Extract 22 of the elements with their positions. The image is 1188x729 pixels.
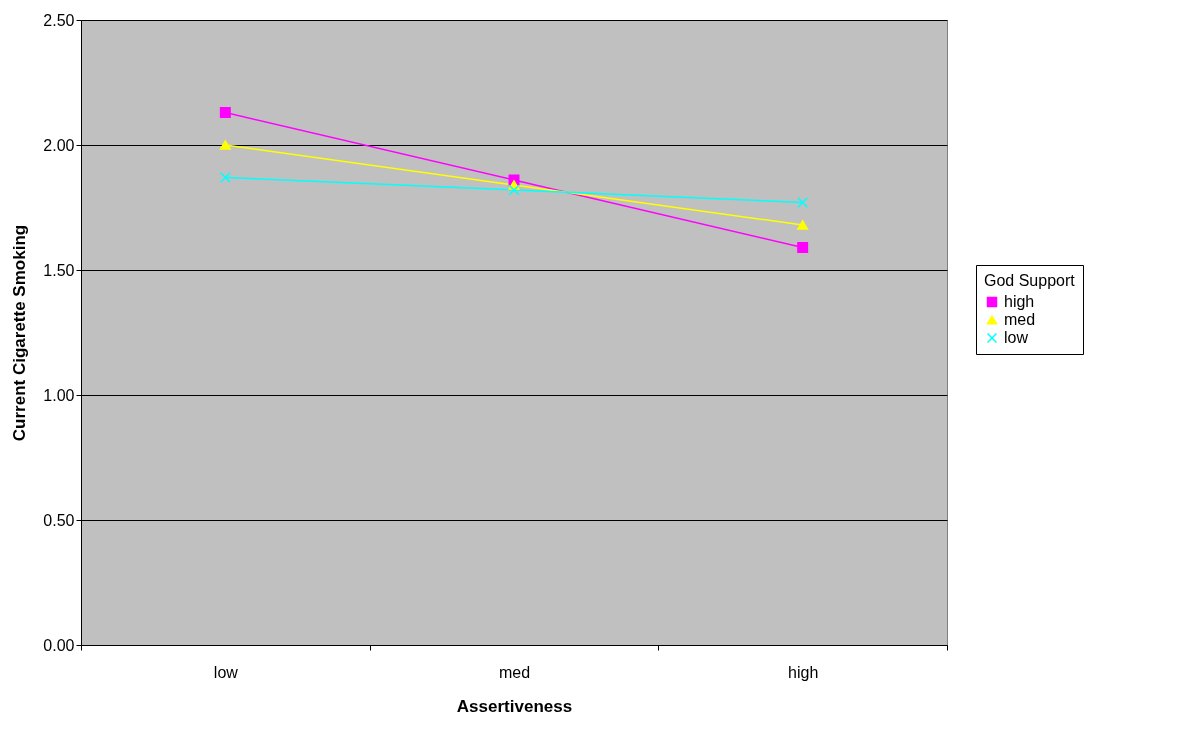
- y-axis-title: Current Cigarette Smoking: [10, 224, 30, 442]
- y-tick-label: 2.00: [43, 136, 75, 154]
- point: [219, 172, 231, 183]
- point: [797, 242, 809, 253]
- y-tick-label: 1.00: [43, 386, 75, 404]
- y-tick-label: 0.50: [43, 511, 75, 529]
- y-tick-label: 2.50: [43, 11, 75, 29]
- point: [219, 107, 231, 118]
- point: [797, 220, 809, 230]
- y-tick-label: 1.50: [43, 261, 75, 279]
- legend-label: low: [1004, 329, 1029, 346]
- y-tick-label: 0.00: [43, 636, 75, 654]
- x-tick-label: high: [788, 663, 819, 681]
- legend-label: med: [1004, 311, 1036, 328]
- legend-title: God Support: [984, 272, 1076, 289]
- legend-label: high: [1004, 293, 1035, 310]
- x-axis-title: Assertiveness: [456, 696, 573, 716]
- point: [797, 197, 809, 208]
- point: [508, 184, 520, 196]
- point: [219, 140, 231, 150]
- x-tick-label: med: [498, 663, 531, 681]
- x-tick-label: low: [213, 663, 239, 681]
